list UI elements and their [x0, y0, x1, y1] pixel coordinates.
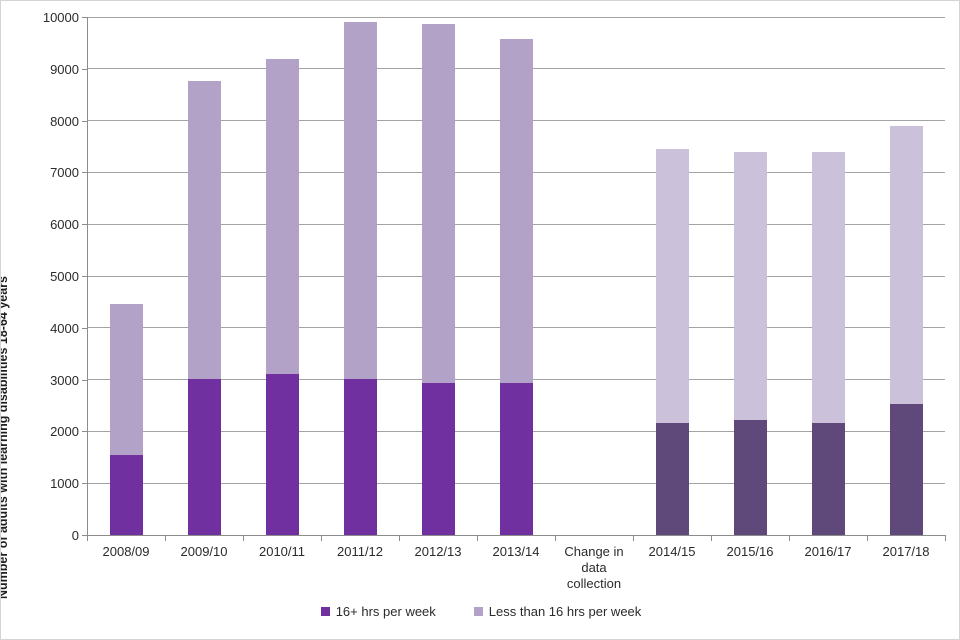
- bar-segment-16plus: [265, 373, 299, 535]
- y-axis-tick: [82, 68, 87, 70]
- x-axis-tick: [477, 536, 478, 541]
- x-axis-tick: [555, 536, 556, 541]
- y-axis-title-text: Number of adults with learning disabilit…: [0, 275, 10, 600]
- y-tick-label: 9000: [50, 61, 79, 77]
- bar-segment-16plus: [343, 379, 377, 535]
- y-axis-line: [87, 17, 88, 540]
- bar-segment-less16: [811, 151, 845, 423]
- y-axis-tick: [82, 224, 87, 226]
- x-axis-label: 2013/14: [492, 544, 540, 559]
- y-axis-tick: [82, 172, 87, 174]
- x-axis-tick: [87, 536, 88, 541]
- bar-segment-16plus: [109, 454, 143, 535]
- x-axis-line: [87, 535, 946, 536]
- bar-segment-less16: [733, 151, 767, 420]
- plot-area: [87, 16, 945, 535]
- y-tick-label: 0: [71, 528, 79, 543]
- legend: 16+ hrs per week Less than 16 hrs per wee…: [1, 604, 959, 619]
- y-tick-label: 1000: [50, 476, 79, 492]
- x-axis-label: 2017/18: [882, 544, 930, 559]
- bar-segment-less16: [343, 21, 377, 380]
- bar-segment-less16: [499, 39, 533, 383]
- y-tick-label: 4000: [50, 320, 79, 336]
- y-axis-tick: [82, 483, 87, 485]
- x-axis-tick: [867, 536, 868, 541]
- x-axis-tick: [321, 536, 322, 541]
- bar-segment-less16: [187, 81, 221, 379]
- y-axis-tick: [82, 327, 87, 329]
- x-axis-tick: [243, 536, 244, 541]
- x-axis-label: 2008/09: [102, 544, 150, 559]
- x-axis-label: 2009/10: [180, 544, 228, 559]
- legend-item: Less than 16 hrs per week: [473, 604, 642, 619]
- y-tick-label: 3000: [50, 372, 79, 388]
- bar-segment-16plus: [811, 422, 845, 535]
- bar-segment-less16: [265, 58, 299, 374]
- legend-swatch-icon: [473, 607, 483, 616]
- y-axis-tick: [82, 120, 87, 122]
- y-axis-tick: [82, 276, 87, 277]
- bar-segment-less16: [889, 126, 923, 405]
- gridline: [87, 16, 945, 18]
- bar-segment-16plus: [733, 420, 767, 535]
- y-axis-tick: [82, 379, 87, 381]
- x-axis-label: 2010/11: [258, 544, 306, 559]
- x-axis-tick: [789, 536, 790, 541]
- x-axis-label: Change in data collection: [564, 544, 624, 591]
- y-tick-label: 10000: [42, 10, 79, 25]
- bar-segment-16plus: [421, 383, 455, 535]
- bar-segment-less16: [655, 148, 689, 423]
- y-tick-label: 2000: [50, 424, 79, 440]
- x-axis-tick: [945, 536, 946, 541]
- x-axis-label: 2012/13: [414, 544, 462, 559]
- legend-label: 16+ hrs per week: [335, 604, 436, 619]
- legend-item: 16+ hrs per week: [320, 604, 436, 619]
- x-axis-tick: [165, 536, 166, 541]
- x-axis-tick: [711, 536, 712, 541]
- bar-segment-16plus: [499, 382, 533, 535]
- y-axis-tick: [82, 431, 87, 433]
- y-tick-label: 7000: [50, 165, 79, 181]
- x-axis-tick: [399, 536, 400, 541]
- x-axis-tick: [633, 536, 634, 541]
- y-tick-label: 6000: [50, 217, 79, 233]
- x-axis-label: 2015/16: [726, 544, 774, 559]
- y-tick-label: 8000: [50, 113, 79, 129]
- x-axis-label: 2011/12: [336, 544, 384, 559]
- x-axis-label: 2014/15: [648, 544, 696, 559]
- x-axis-label: 2016/17: [804, 544, 852, 559]
- bar-segment-16plus: [187, 378, 221, 535]
- y-tick-label: 5000: [50, 269, 79, 284]
- bar-segment-16plus: [889, 404, 923, 535]
- bar-segment-less16: [421, 24, 455, 384]
- bar-segment-16plus: [655, 422, 689, 535]
- y-axis-tick: [82, 17, 87, 18]
- bar-segment-less16: [109, 303, 143, 455]
- y-axis-tick: [82, 535, 87, 536]
- legend-label: Less than 16 hrs per week: [488, 604, 642, 619]
- legend-swatch-icon: [320, 607, 330, 616]
